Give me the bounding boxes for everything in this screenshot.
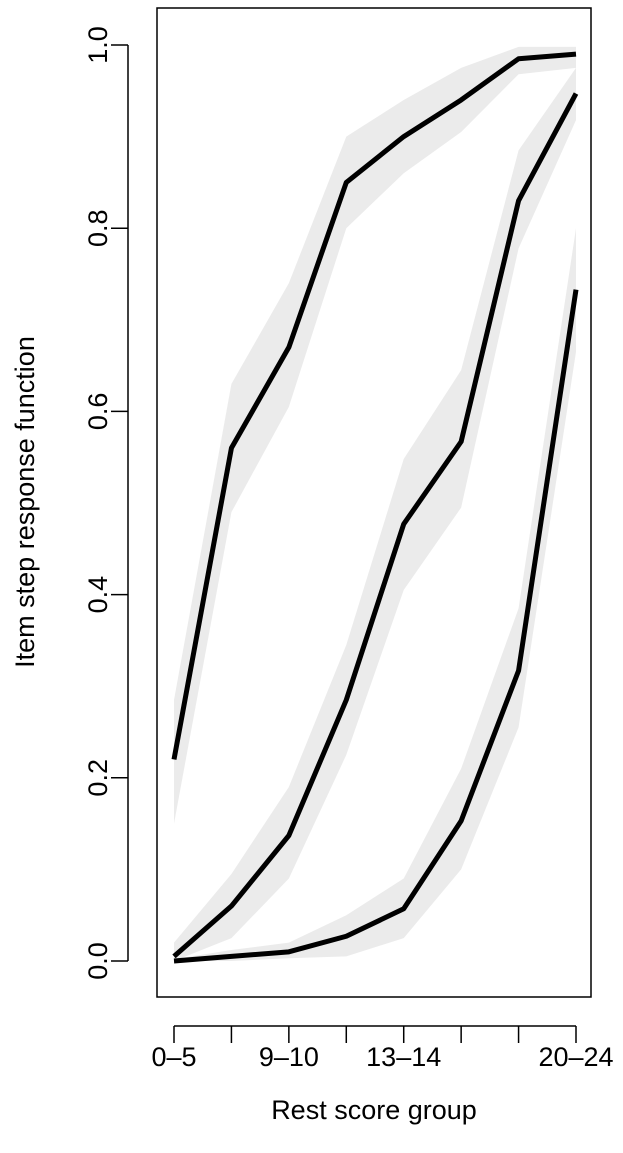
- y-tick-label: 0.6: [83, 393, 113, 431]
- y-tick-label: 1.0: [83, 26, 113, 64]
- x-tick-label: 9–10: [259, 1042, 319, 1072]
- series-line-3: [173, 289, 579, 964]
- x-tick-label: 13–14: [366, 1042, 441, 1072]
- series-line-2: [172, 92, 579, 959]
- x-tick-label: 20–24: [538, 1042, 613, 1072]
- y-tick-label: 0.4: [83, 576, 113, 614]
- plot-frame: [156, 7, 592, 998]
- confidence-band-2: [174, 67, 576, 961]
- x-tick-label: 0–5: [151, 1042, 196, 1072]
- y-axis-title: Item step response function: [10, 336, 40, 668]
- series-lines: [171, 51, 579, 964]
- confidence-band-1: [174, 46, 576, 824]
- x-axis-title: Rest score group: [271, 1095, 477, 1125]
- series-line-1: [171, 51, 577, 760]
- confidence-bands: [174, 46, 576, 961]
- y-tick-label: 0.0: [83, 942, 113, 980]
- x-axis: 0–5 9–10 13–14 20–24: [151, 1025, 614, 1072]
- y-tick-label: 0.8: [83, 209, 113, 247]
- y-tick-label: 0.2: [83, 759, 113, 797]
- y-axis: 0.0 0.2 0.4 0.6 0.8 1.0: [83, 26, 129, 980]
